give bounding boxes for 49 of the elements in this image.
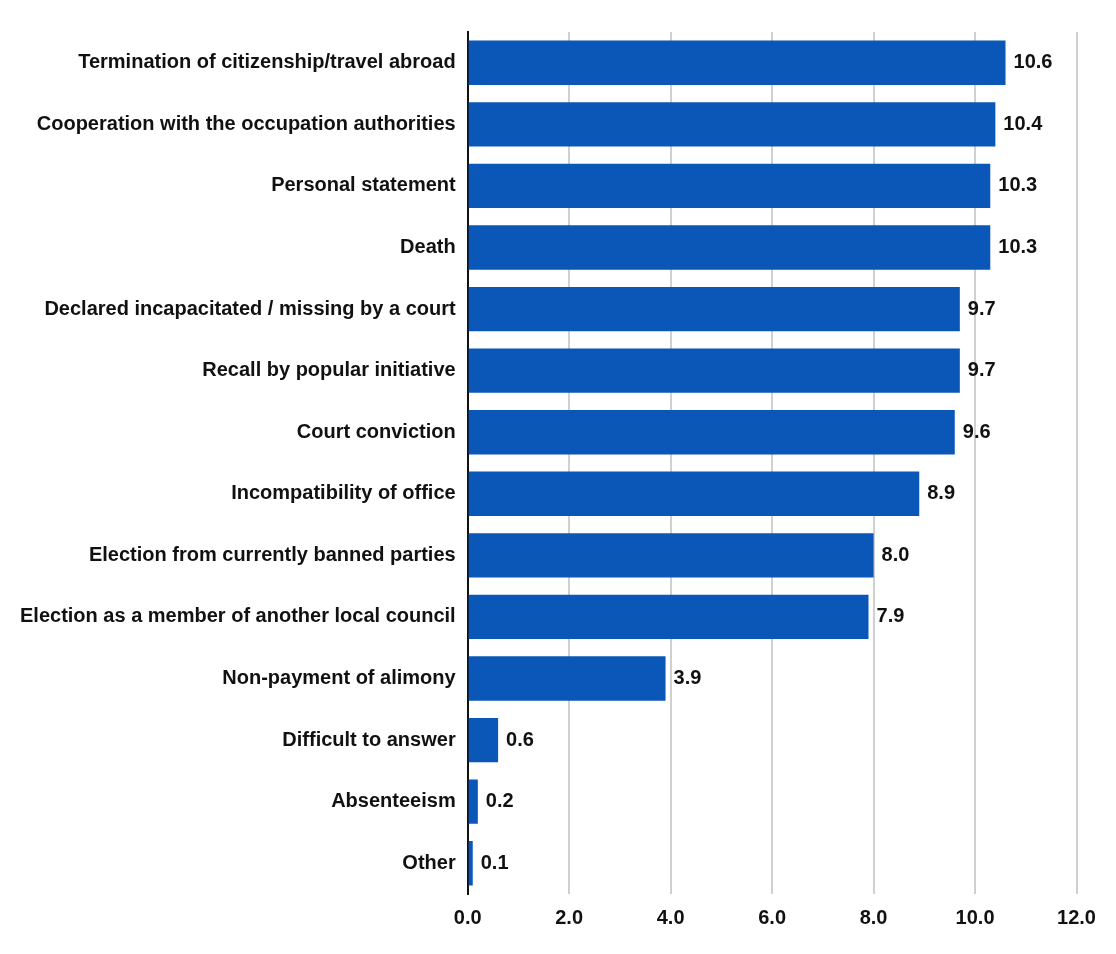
- data-label: 10.4: [1003, 111, 1044, 134]
- data-label: 0.2: [485, 789, 514, 812]
- bar: [468, 841, 473, 886]
- bar: [468, 286, 960, 332]
- data-label: 8.9: [927, 481, 956, 504]
- bar: [468, 656, 666, 701]
- data-label: 8.0: [881, 542, 910, 565]
- data-label: 9.7: [967, 358, 996, 381]
- data-label: 0.1: [480, 850, 509, 873]
- bar: [468, 40, 1006, 85]
- y-tick-label: Personal statement: [271, 173, 457, 196]
- data-label: 3.9: [673, 666, 702, 689]
- bar: [468, 471, 920, 516]
- bar: [468, 348, 960, 393]
- data-label: 10.3: [998, 235, 1038, 258]
- data-label: 10.3: [998, 173, 1038, 196]
- bar: [468, 102, 996, 147]
- x-tick-label: 2.0: [555, 905, 584, 928]
- y-tick-label: Declared incapacitated / missing by a court: [44, 296, 457, 319]
- y-tick-label: Cooperation with the occupation authorities: [36, 111, 456, 134]
- bar: [468, 533, 874, 578]
- y-tick-label: Election from currently banned parties: [88, 542, 456, 565]
- x-tick-label: 12.0: [1057, 905, 1097, 928]
- data-label: 9.7: [967, 296, 996, 319]
- y-tick-label: Recall by popular initiative: [202, 358, 456, 381]
- y-tick-label: Non-payment of alimony: [222, 666, 457, 689]
- x-tick-label: 8.0: [859, 905, 888, 928]
- y-tick-label: Other: [402, 850, 456, 873]
- data-label: 9.6: [962, 419, 991, 442]
- x-tick-label: 10.0: [955, 905, 995, 928]
- y-tick-label: Court conviction: [296, 419, 456, 442]
- bar: [468, 410, 955, 455]
- x-tick-label: 4.0: [656, 905, 685, 928]
- bar: [468, 779, 478, 824]
- data-label: 10.6: [1013, 50, 1053, 73]
- bar: [468, 163, 991, 209]
- data-label: 7.9: [876, 604, 905, 627]
- y-tick-label: Incompatibility of office: [231, 481, 456, 504]
- bar: [468, 225, 991, 270]
- bar: [468, 717, 499, 763]
- bar: [468, 594, 869, 640]
- y-tick-label: Absenteeism: [331, 789, 456, 812]
- y-tick-label: Election as a member of another local council: [19, 604, 456, 627]
- x-tick-label: 0.0: [453, 905, 482, 928]
- x-tick-label: 6.0: [758, 905, 787, 928]
- y-tick-label: Death: [400, 235, 456, 258]
- y-tick-label: Difficult to answer: [282, 727, 456, 750]
- y-tick-label: Termination of citizenship/travel abroad: [78, 50, 456, 73]
- data-label: 0.6: [506, 727, 534, 750]
